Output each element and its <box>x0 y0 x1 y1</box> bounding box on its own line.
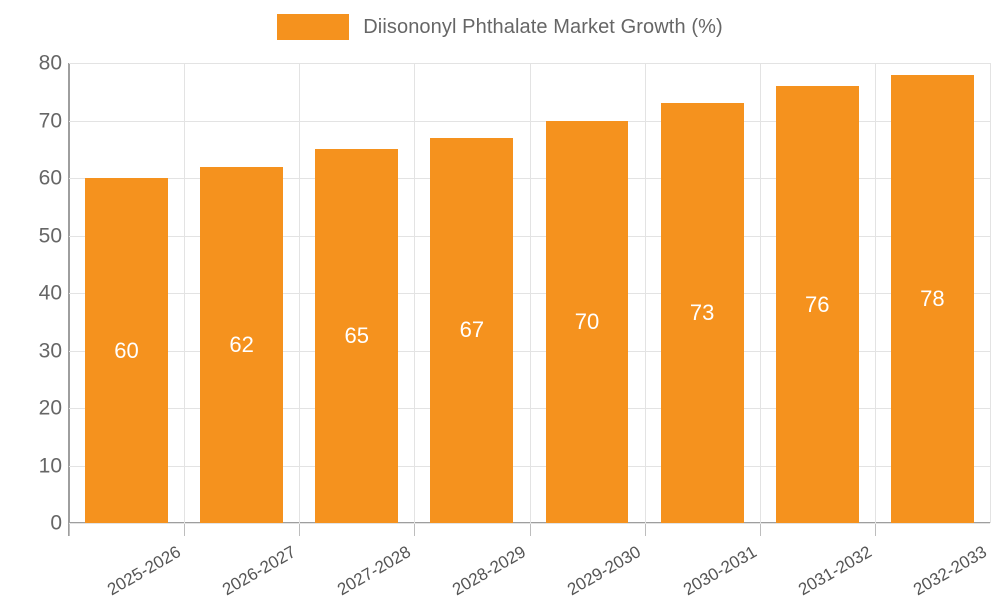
y-axis-tick-label: 50 <box>38 224 62 247</box>
bar-slot[interactable]: 67 <box>430 63 514 523</box>
bar[interactable] <box>545 120 629 523</box>
gridline-vertical <box>759 63 761 523</box>
x-axis-tick-label: 2030-2031 <box>679 542 760 600</box>
bar-slot[interactable]: 76 <box>775 63 859 523</box>
bar[interactable] <box>200 166 284 523</box>
y-axis-tick-label: 60 <box>38 166 62 190</box>
chart-legend[interactable]: Diisononyl Phthalate Market Growth (%) <box>0 14 1000 40</box>
x-axis-tick-mark <box>529 524 531 536</box>
bar[interactable] <box>890 74 974 523</box>
x-axis-tick-mark <box>184 524 186 536</box>
bar-slot[interactable]: 78 <box>890 63 974 523</box>
bar-slot[interactable]: 65 <box>315 63 399 523</box>
y-axis-tick-label: 0 <box>50 511 62 535</box>
x-axis-tick-mark <box>299 524 301 536</box>
x-axis-tick-mark <box>874 524 876 536</box>
y-axis-tick-label: 10 <box>38 454 62 477</box>
y-axis-line <box>68 63 70 536</box>
gridline-vertical <box>990 63 991 523</box>
y-axis-tick-labels: 0 10 20 30 40 50 60 70 80 <box>0 0 62 600</box>
x-axis-tick-mark <box>414 524 416 536</box>
x-axis-tick-label: 2026-2027 <box>219 542 300 600</box>
gridline-vertical <box>299 63 301 523</box>
y-axis-tick-label: 70 <box>38 109 62 132</box>
x-axis-tick-mark <box>644 524 646 536</box>
gridline-vertical <box>414 63 416 523</box>
gridline-vertical <box>184 63 186 523</box>
x-axis-tick-mark <box>759 524 761 536</box>
x-axis-tick-label: 2032-2033 <box>909 542 990 600</box>
bar[interactable] <box>430 137 514 523</box>
x-axis-tick-label: 2027-2028 <box>334 542 415 600</box>
y-axis-tick-label: 80 <box>38 51 62 75</box>
legend-color-swatch[interactable] <box>277 14 350 40</box>
y-axis-tick-label: 40 <box>38 281 62 305</box>
legend-label: Diisononyl Phthalate Market Growth (%) <box>363 15 723 38</box>
x-axis-tick-label: 2029-2030 <box>564 542 645 600</box>
y-axis-tick-label: 20 <box>38 396 62 420</box>
bar[interactable] <box>660 103 744 523</box>
gridline-vertical <box>874 63 876 523</box>
bar[interactable] <box>85 178 168 523</box>
gridline-vertical <box>529 63 531 523</box>
x-axis-tick-label: 2031-2032 <box>794 542 875 600</box>
y-axis-tick-label: 30 <box>38 339 62 362</box>
x-axis-tick-mark-origin <box>69 524 70 536</box>
bar[interactable] <box>775 86 859 523</box>
plot-area: 60 62 65 67 70 73 76 78 <box>69 63 991 524</box>
x-axis-tick-label: 2025-2026 <box>103 542 184 600</box>
x-axis-tick-label: 2028-2029 <box>449 542 530 600</box>
gridline-horizontal <box>69 523 990 524</box>
bar[interactable] <box>315 149 399 523</box>
gridline-vertical <box>644 63 646 523</box>
